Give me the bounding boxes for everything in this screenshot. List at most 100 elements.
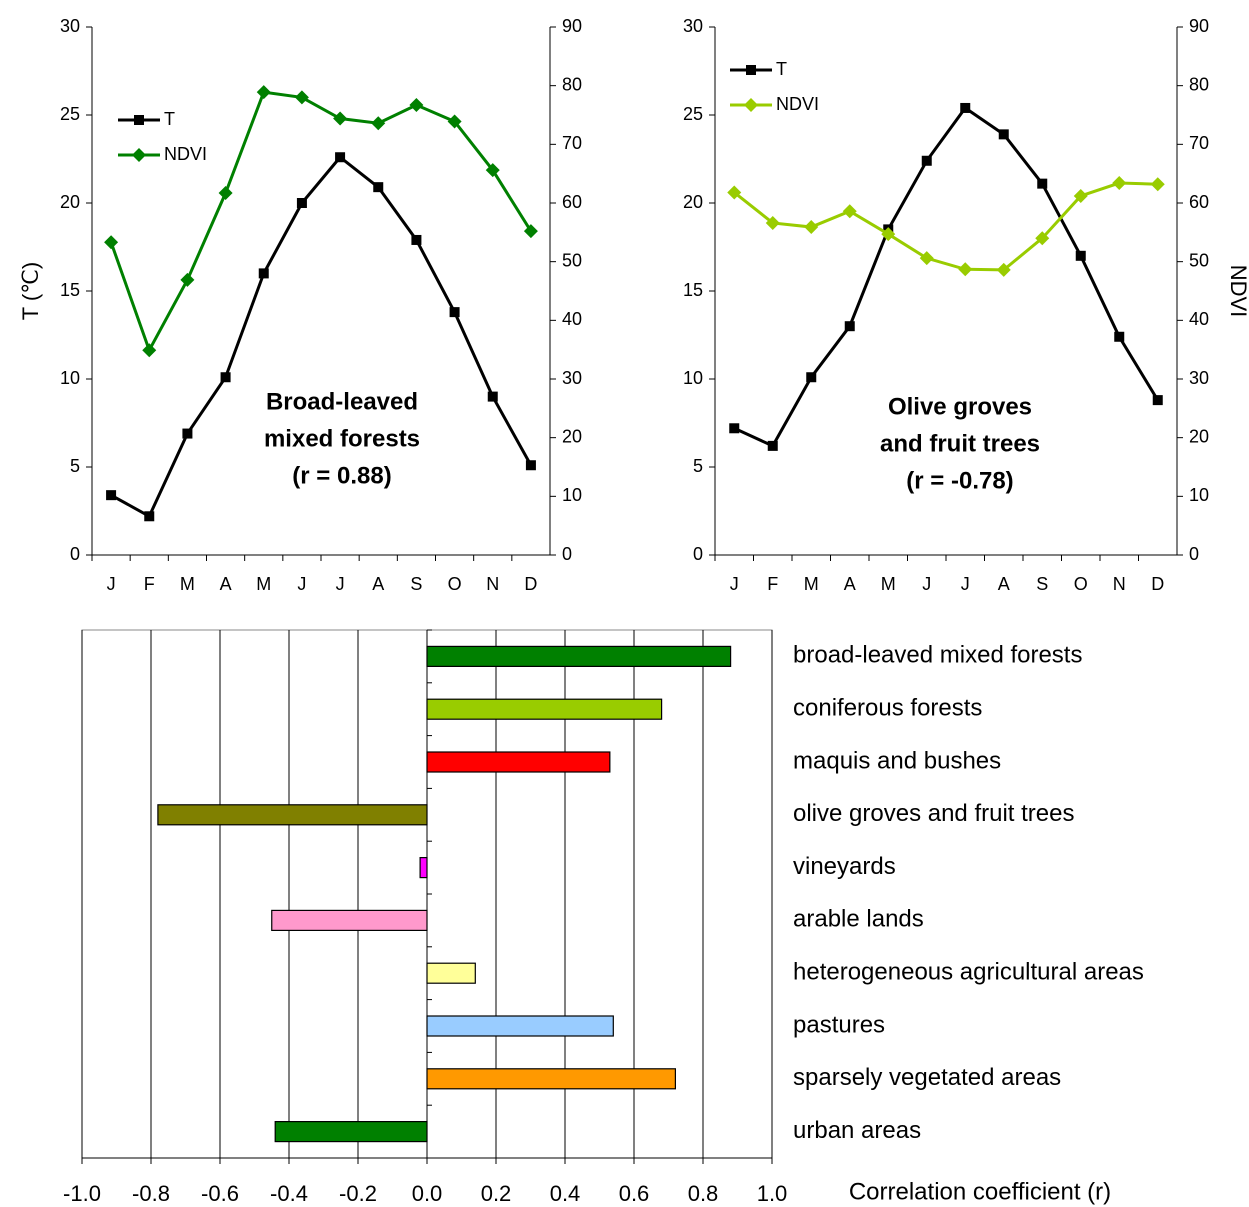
y-tick-label: 5 — [70, 456, 80, 476]
y2-tick-label: 80 — [1189, 74, 1209, 94]
y2-tick-label: 90 — [562, 16, 582, 36]
y2-tick-label: 60 — [1189, 192, 1209, 212]
y2-tick-label: 80 — [562, 74, 582, 94]
marker — [523, 224, 538, 239]
marker — [134, 115, 144, 125]
marker — [998, 129, 1009, 140]
x-tick-label: D — [524, 574, 537, 594]
bar — [426, 1068, 676, 1090]
marker — [218, 186, 233, 201]
y-tick-label: 20 — [683, 192, 703, 212]
x-tick-label: A — [844, 574, 856, 594]
annotation: (r = -0.78) — [906, 467, 1013, 494]
y-tick-label: 30 — [683, 16, 703, 36]
y-tick-label: 25 — [60, 104, 80, 124]
series-line — [109, 90, 533, 354]
y2-tick-label: 30 — [1189, 368, 1209, 388]
marker — [1035, 231, 1050, 246]
bar — [274, 1120, 428, 1143]
marker — [335, 152, 346, 163]
bar — [426, 698, 663, 720]
bar — [271, 909, 428, 932]
x-tick-label: F — [144, 574, 155, 594]
y2-tick-label: 20 — [1189, 426, 1209, 446]
marker — [729, 423, 740, 434]
x-tick-label: D — [1151, 574, 1164, 594]
marker — [487, 391, 498, 402]
marker — [842, 204, 857, 219]
bar — [426, 962, 476, 984]
x-tick-label: A — [998, 574, 1010, 594]
marker — [727, 185, 742, 200]
marker — [881, 227, 896, 242]
y2-axis-label: NDVI — [1226, 265, 1249, 318]
category-label: arable lands — [793, 906, 924, 933]
annotation: Broad-leaved — [266, 388, 418, 415]
y-tick-label: 15 — [60, 280, 80, 300]
category-label: heterogeneous agricultural areas — [793, 959, 1144, 986]
marker — [220, 372, 231, 383]
annotation: mixed forests — [264, 425, 420, 452]
y-tick-label: 30 — [60, 16, 80, 36]
marker — [844, 321, 855, 332]
marker — [1114, 331, 1125, 342]
x-tick-label: -0.6 — [201, 1181, 239, 1206]
series-line — [110, 155, 533, 519]
marker — [767, 440, 778, 451]
bar — [426, 751, 611, 773]
x-axis-label: Correlation coefficient (r) — [849, 1178, 1111, 1205]
category-label: sparsely vegetated areas — [793, 1064, 1061, 1091]
x-tick-label: N — [486, 574, 499, 594]
category-label: urban areas — [793, 1117, 921, 1144]
annotation: (r = 0.88) — [292, 462, 391, 489]
marker — [1150, 177, 1165, 192]
marker — [182, 428, 193, 439]
y2-tick-label: 0 — [1189, 544, 1199, 564]
category-label: maquis and bushes — [793, 747, 1001, 774]
y2-tick-label: 40 — [562, 309, 582, 329]
marker — [1112, 176, 1127, 191]
y2-tick-label: 30 — [562, 368, 582, 388]
x-tick-label: -0.8 — [132, 1181, 170, 1206]
y2-tick-label: 90 — [1189, 16, 1209, 36]
legend-label: T — [164, 109, 175, 129]
marker — [525, 460, 536, 471]
category-label: coniferous forests — [793, 695, 982, 722]
y-tick-label: 10 — [683, 368, 703, 388]
marker — [180, 272, 195, 287]
marker — [333, 111, 348, 126]
series-line — [733, 181, 1158, 272]
y2-tick-label: 10 — [1189, 485, 1209, 505]
marker — [104, 235, 119, 250]
x-tick-label: 0.8 — [688, 1181, 719, 1206]
category-label: vineyards — [793, 853, 896, 880]
y-tick-label: 10 — [60, 368, 80, 388]
marker — [996, 262, 1011, 277]
x-tick-label: N — [1113, 574, 1126, 594]
marker — [804, 220, 819, 235]
y2-tick-label: 40 — [1189, 309, 1209, 329]
y-tick-label: 5 — [693, 456, 703, 476]
x-tick-label: F — [767, 574, 778, 594]
marker — [258, 268, 269, 279]
y2-tick-label: 70 — [1189, 133, 1209, 153]
marker — [371, 116, 386, 131]
marker — [806, 372, 817, 383]
bar — [157, 804, 428, 826]
y-tick-label: 0 — [70, 544, 80, 564]
marker — [409, 98, 424, 113]
y-tick-label: 0 — [693, 544, 703, 564]
x-tick-label: J — [961, 574, 970, 594]
x-tick-label: 0.4 — [550, 1181, 581, 1206]
marker — [296, 198, 307, 208]
marker — [960, 102, 971, 113]
x-tick-label: J — [336, 574, 345, 594]
x-tick-label: -1.0 — [63, 1181, 101, 1206]
y-axis-label: T (℃) — [18, 262, 43, 321]
y-tick-label: 20 — [60, 192, 80, 212]
category-label: pastures — [793, 1011, 885, 1038]
legend-label: T — [776, 59, 787, 79]
x-tick-label: 0.6 — [619, 1181, 650, 1206]
category-label: olive groves and fruit trees — [793, 800, 1074, 827]
